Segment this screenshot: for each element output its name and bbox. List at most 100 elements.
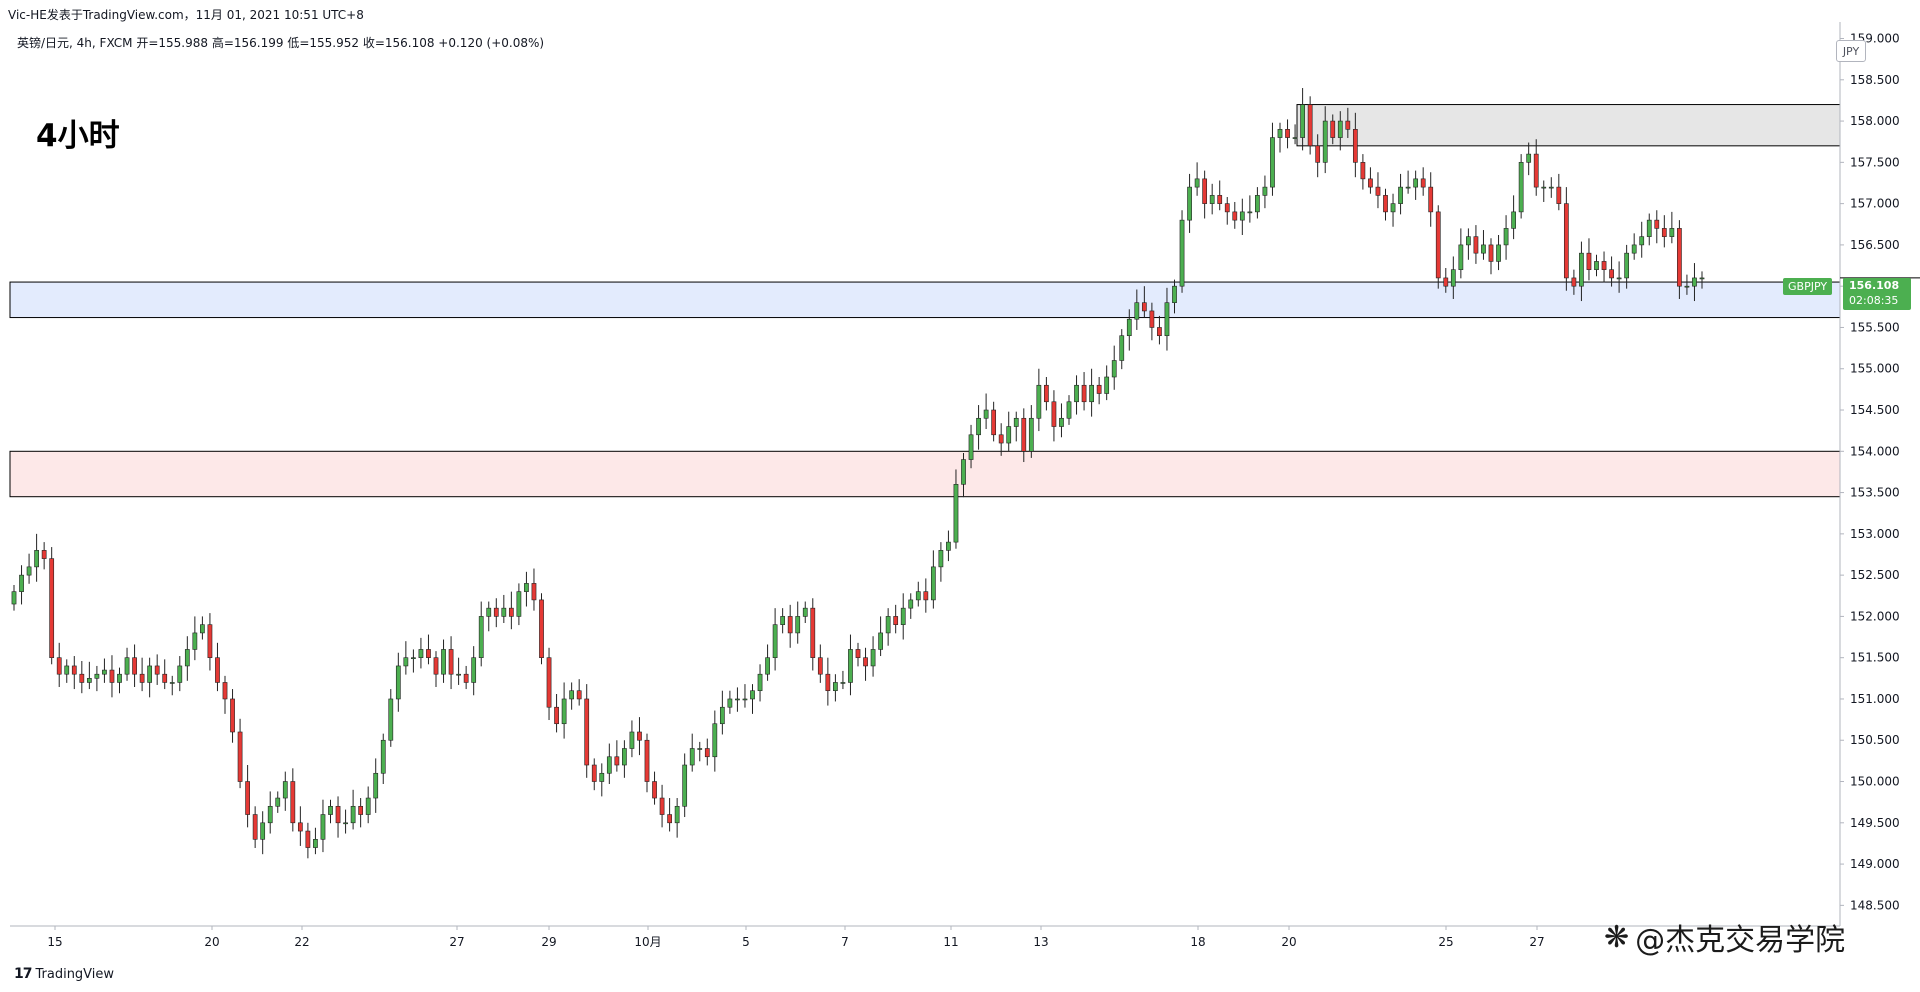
y-tick-label: 155.000: [1850, 362, 1900, 376]
candle: [463, 665, 469, 690]
candle: [689, 733, 695, 772]
zone-support-blue[interactable]: [9, 281, 1841, 319]
candle: [1556, 173, 1562, 211]
candle: [373, 758, 379, 813]
candle: [147, 657, 153, 698]
candle: [697, 741, 703, 762]
candle: [961, 452, 966, 498]
candle: [222, 675, 228, 714]
candle: [395, 652, 401, 712]
last-price-tag: 156.108 02:08:35: [1843, 278, 1911, 310]
tradingview-logo[interactable]: 17 TradingView: [14, 966, 114, 982]
candle: [704, 738, 710, 766]
candle: [1368, 167, 1373, 194]
candle: [1202, 170, 1208, 219]
candle: [260, 811, 266, 855]
candle: [765, 644, 770, 681]
candle: [267, 791, 273, 834]
candle: [991, 401, 997, 442]
candle: [848, 634, 853, 696]
candle: [237, 718, 243, 789]
candle: [1488, 238, 1494, 275]
candle: [350, 789, 356, 830]
candle: [787, 604, 793, 648]
y-tick-label: 152.000: [1850, 609, 1900, 623]
candle: [501, 594, 507, 624]
candle: [1450, 256, 1456, 299]
candle: [1496, 234, 1501, 271]
candle: [727, 690, 733, 714]
candle: [1217, 180, 1223, 211]
candle: [79, 660, 85, 694]
candle: [305, 822, 311, 859]
candle: [968, 424, 974, 469]
candle: [1051, 390, 1057, 442]
candle: [735, 687, 740, 712]
currency-badge[interactable]: JPY: [1836, 40, 1866, 62]
candle: [275, 791, 281, 813]
candle: [418, 637, 424, 669]
candle: [870, 636, 876, 677]
candle: [71, 656, 77, 690]
candle: [1435, 205, 1441, 289]
candle: [531, 568, 537, 611]
x-tick-label: 7: [841, 935, 849, 949]
zone-resistance[interactable]: [1296, 104, 1841, 147]
y-tick-label: 150.000: [1850, 775, 1900, 789]
candle: [795, 601, 801, 644]
y-tick-label: 154.000: [1850, 444, 1900, 458]
zones-layer: [9, 104, 1841, 498]
candle: [403, 641, 409, 675]
candle: [1179, 210, 1185, 293]
candle: [1322, 106, 1328, 174]
candle: [86, 661, 92, 690]
candle: [102, 658, 107, 683]
y-tick-label: 157.000: [1850, 197, 1900, 211]
candle: [1518, 154, 1524, 219]
candle: [855, 642, 861, 667]
candle: [893, 604, 899, 634]
candle: [1194, 162, 1200, 196]
candle: [109, 655, 115, 698]
candle: [192, 616, 198, 661]
candle: [576, 679, 582, 706]
y-tick-label: 150.500: [1850, 733, 1900, 747]
candle: [328, 799, 333, 824]
candle: [1262, 175, 1268, 209]
candle: [169, 675, 175, 696]
x-tick-label: 18: [1190, 935, 1205, 949]
y-tick-label: 154.500: [1850, 403, 1900, 417]
candle: [486, 601, 492, 632]
candle: [252, 806, 258, 848]
candle: [1149, 302, 1155, 341]
ohlc-legend[interactable]: 英镑/日元, 4h, FXCM 开=155.988 高=156.199 低=15…: [17, 36, 545, 50]
x-tick-label: 20: [1281, 935, 1296, 949]
candle: [923, 578, 929, 613]
candle: [124, 647, 130, 681]
candle: [388, 689, 394, 747]
candle: [1571, 269, 1577, 295]
candle: [1081, 372, 1087, 411]
x-tick-label: 27: [1529, 935, 1544, 949]
candle: [863, 647, 868, 681]
zone-support-red[interactable]: [9, 450, 1841, 498]
candle: [983, 393, 989, 430]
candle: [1209, 183, 1215, 215]
y-tick-label: 149.000: [1850, 857, 1900, 871]
candle: [1066, 395, 1072, 425]
candle: [622, 740, 627, 778]
candle: [516, 583, 522, 626]
candle: [1443, 268, 1449, 293]
candle: [1074, 375, 1079, 415]
y-axis-ticks: 159.000158.500158.000157.500157.000156.5…: [1840, 32, 1900, 912]
candle: [1579, 241, 1584, 302]
candle: [117, 667, 122, 694]
candle: [1255, 187, 1260, 219]
candle: [524, 571, 529, 607]
candle: [207, 613, 213, 671]
publisher-info: Vic-HE发表于TradingView.com，11月 01, 2021 10…: [8, 8, 364, 22]
axes-layer: [10, 22, 1920, 927]
candle: [441, 639, 446, 683]
candle: [1677, 220, 1682, 299]
